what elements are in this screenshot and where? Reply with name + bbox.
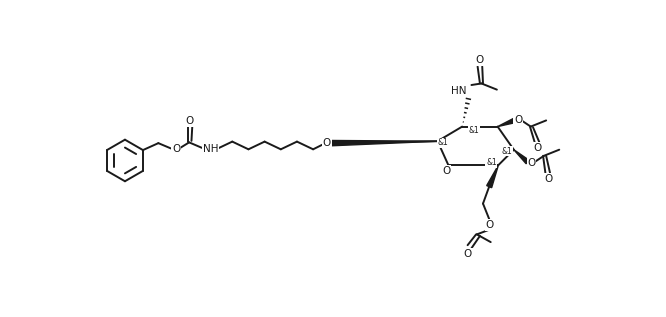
- Text: &1: &1: [468, 126, 479, 135]
- Text: &1: &1: [486, 158, 497, 167]
- Polygon shape: [498, 118, 515, 126]
- Text: O: O: [514, 115, 523, 125]
- Text: O: O: [533, 143, 542, 153]
- Text: O: O: [486, 220, 494, 230]
- Text: O: O: [527, 158, 535, 168]
- Polygon shape: [487, 165, 498, 188]
- Text: O: O: [442, 166, 450, 176]
- Text: O: O: [323, 138, 331, 148]
- Text: O: O: [186, 116, 194, 126]
- Text: NH: NH: [203, 144, 218, 154]
- Text: O: O: [464, 249, 472, 259]
- Text: O: O: [544, 174, 553, 184]
- Text: O: O: [476, 55, 484, 65]
- Text: &1: &1: [501, 147, 512, 156]
- Polygon shape: [513, 150, 529, 164]
- Polygon shape: [330, 140, 438, 146]
- Text: O: O: [172, 144, 180, 153]
- Text: HN: HN: [451, 86, 466, 96]
- Text: &1: &1: [438, 138, 448, 147]
